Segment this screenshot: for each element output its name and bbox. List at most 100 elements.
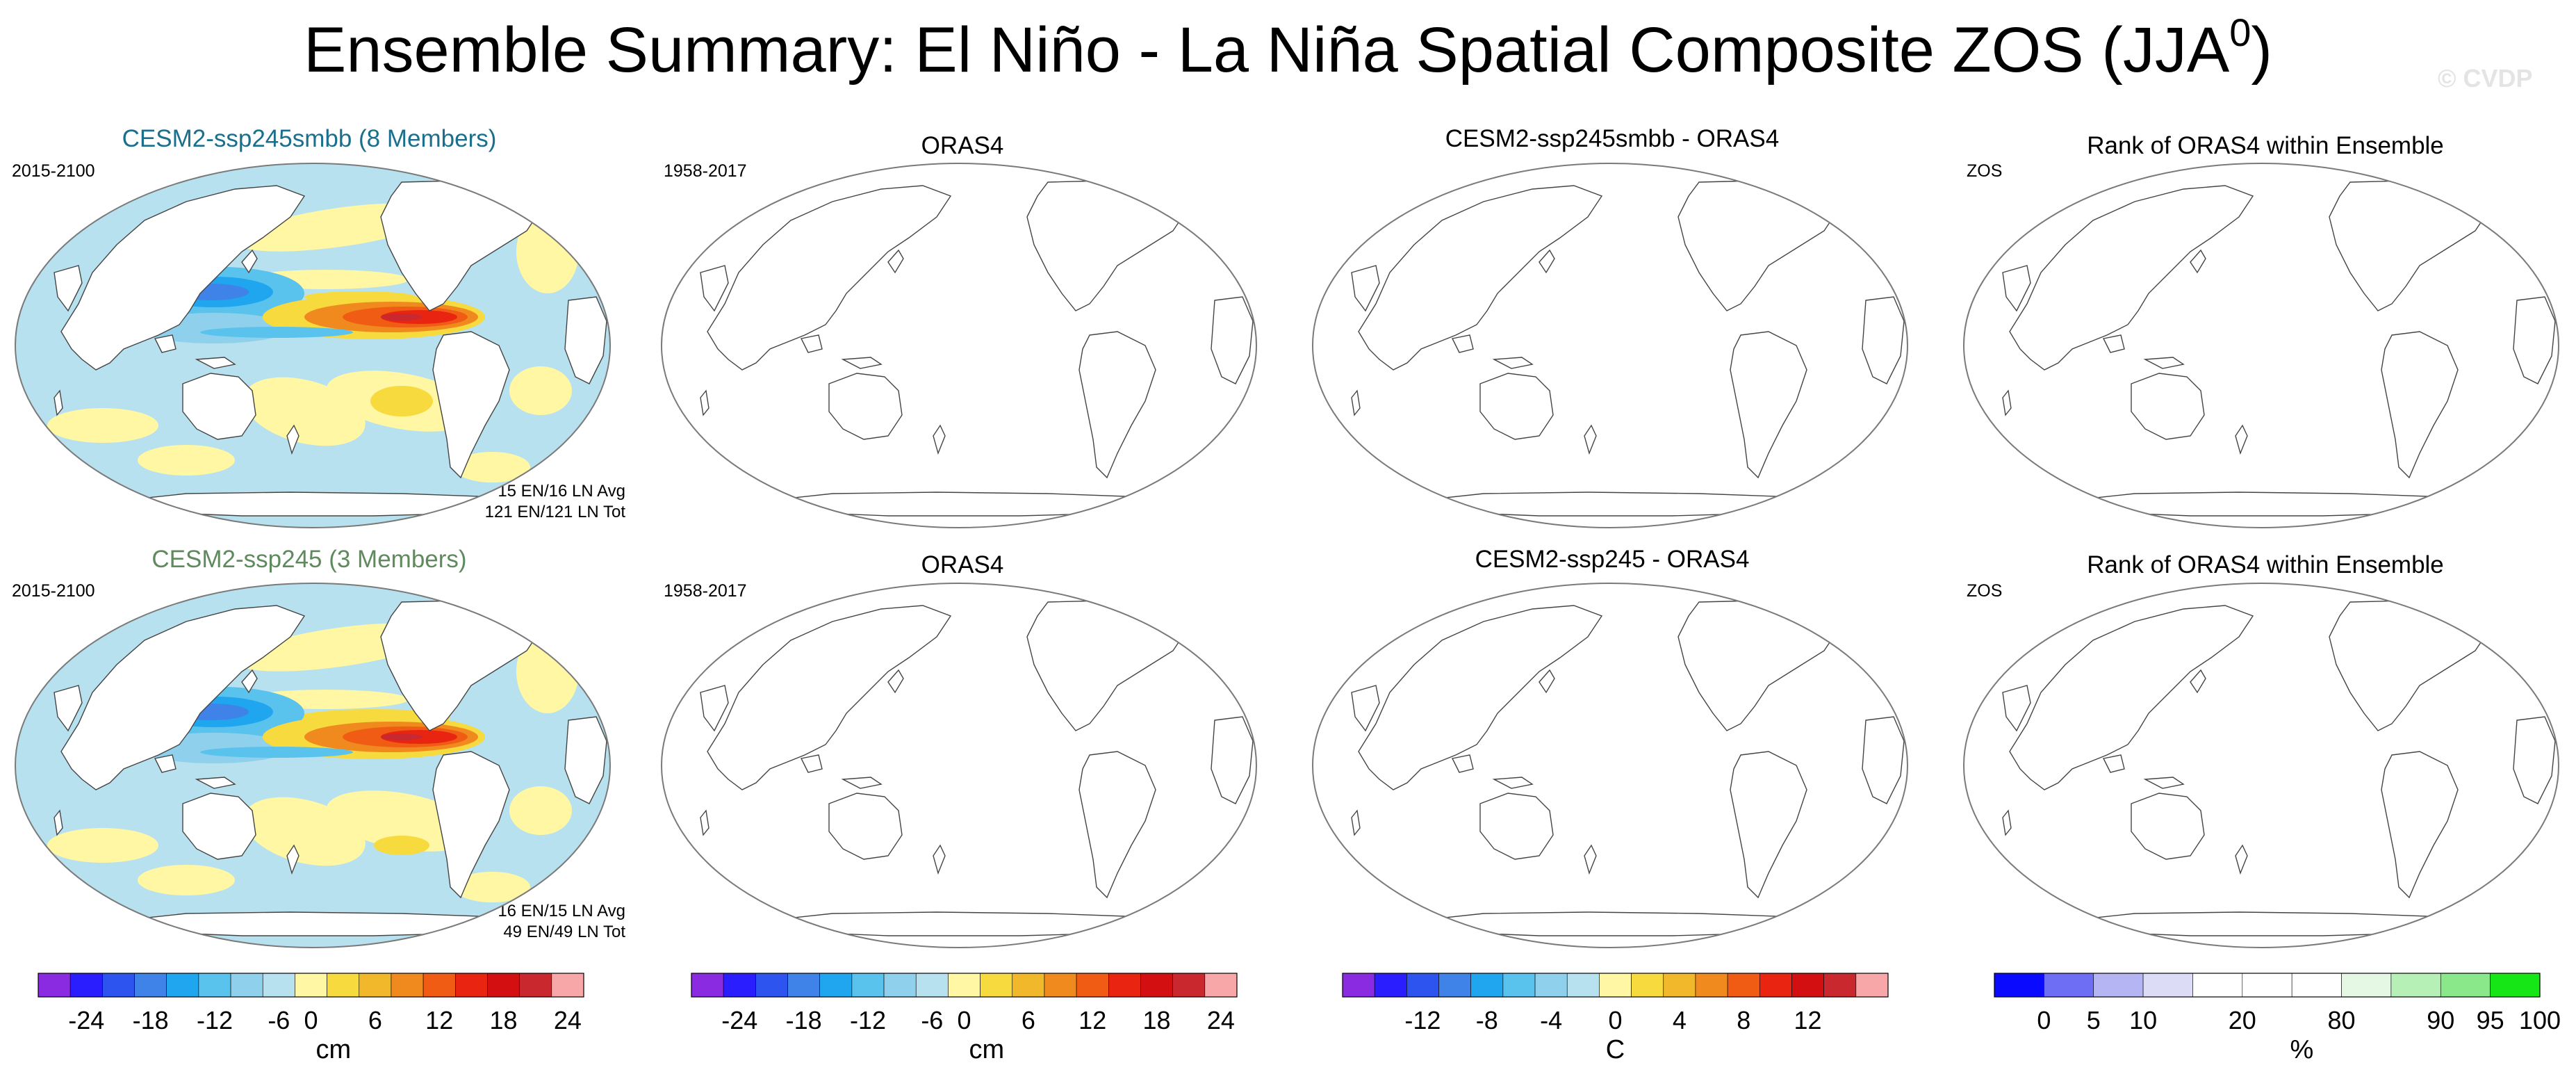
land-africa [1211, 296, 1254, 384]
land-borneo [800, 754, 823, 773]
colorbar-tick-label: -6 [921, 1006, 943, 1034]
panel-title-r0-c1: ORAS4 [921, 132, 1004, 159]
land-greenland [1795, 594, 1849, 622]
land-australia [1479, 373, 1554, 440]
colorbar-frame [38, 973, 584, 998]
colorbar-tick-label: 6 [368, 1006, 382, 1034]
land-nz [2235, 844, 2248, 875]
land-southAmerica [2381, 331, 2459, 479]
colorbar-tick-label: -12 [197, 1006, 233, 1034]
colorbar-tick-label: -24 [721, 1006, 757, 1034]
land-asia [2009, 185, 2254, 371]
land-newGuinea [195, 357, 236, 369]
figure-title: Ensemble Summary: El Niño - La Niña Spat… [0, 10, 2576, 87]
colorbar-tick-label: 24 [1207, 1006, 1235, 1034]
land-greenland [1144, 594, 1198, 622]
colorbar-tick-label: 0 [304, 1006, 318, 1034]
land-borneo [1451, 334, 1474, 353]
colorbar-swatch [2440, 973, 2491, 998]
land-japan [1539, 669, 1555, 694]
land-africa [1862, 296, 1905, 384]
map-border [1963, 163, 2559, 528]
land-northAmerica [1026, 180, 1188, 311]
positive-anomaly-region [374, 836, 429, 855]
colorbar-swatch [1012, 973, 1045, 998]
land-southAmerica [2381, 751, 2459, 899]
map-panel-r1-c2 [1312, 583, 1908, 948]
map-content [700, 174, 1254, 517]
positive-anomaly-region [370, 386, 433, 416]
map-panel-r1-c3 [1963, 583, 2559, 948]
colorbar-tick-label: -12 [1404, 1006, 1441, 1034]
colorbar-swatch [1823, 973, 1857, 998]
land-newGuinea [841, 357, 883, 369]
colorbar-swatch [851, 973, 885, 998]
colorbar-tick-label: 95 [2477, 1006, 2504, 1034]
el-nino-warm-tongue [381, 314, 423, 320]
land-madagascar [2002, 389, 2012, 416]
positive-anomaly-region [454, 872, 530, 902]
land-australia [828, 793, 903, 860]
land-nz [1584, 424, 1597, 455]
colorbar-swatch [1470, 973, 1504, 998]
land-madagascar [700, 389, 709, 416]
map-border [1312, 163, 1908, 528]
land-madagascar [700, 809, 709, 836]
positive-anomaly-region [509, 786, 572, 835]
map-panel-r0-c0 [15, 163, 611, 528]
colorbar-swatch [787, 973, 821, 998]
panel-title-r1-c3: Rank of ORAS4 within Ensemble [2087, 551, 2444, 578]
colorbar-swatch [1406, 973, 1439, 998]
positive-anomaly-region [138, 445, 235, 476]
land-japan [887, 249, 904, 274]
map-content [2002, 594, 2556, 936]
colorbar-swatch [1566, 973, 1600, 998]
panel-variable-r1-c3: ZOS [1967, 581, 2003, 601]
negative-anomaly-region [200, 747, 353, 758]
colorbar-swatch [1534, 973, 1568, 998]
land-australia [828, 373, 903, 440]
colorbar-swatch [1076, 973, 1109, 998]
map-panel-r1-c1 [661, 583, 1257, 948]
land-northAmerica [2329, 180, 2490, 311]
land-india [700, 265, 729, 312]
land-northAmerica [1677, 180, 1839, 311]
map-panel-r0-c3 [1963, 163, 2559, 528]
figure-title-superscript: 0 [2229, 10, 2251, 54]
colorbar-unit-label: C [1606, 1035, 1625, 1064]
panel-stats-tot: 121 EN/121 LN Tot [484, 503, 625, 521]
colorbar-swatch [1108, 973, 1141, 998]
colorbar-tick-label: 12 [425, 1006, 453, 1034]
colorbar-tick-label: 20 [2229, 1006, 2256, 1034]
colorbar-swatch [327, 973, 360, 998]
colorbar-swatch [2341, 973, 2392, 998]
colorbar-unit-label: cm [315, 1035, 351, 1064]
colorbar-swatch [1172, 973, 1206, 998]
land-asia [2009, 605, 2254, 790]
map-panel-r0-c1 [661, 163, 1257, 528]
colorbar-tick-label: 10 [2129, 1006, 2157, 1034]
colorbar-swatch [391, 973, 424, 998]
land-northAmerica [1677, 600, 1839, 731]
land-madagascar [54, 809, 63, 836]
land-africa [564, 716, 607, 804]
land-asia [60, 185, 306, 371]
land-asia [707, 605, 952, 790]
colorbar-swatch [1438, 973, 1472, 998]
land-japan [1539, 249, 1555, 274]
map-border [15, 583, 611, 948]
colorbar-swatch [1631, 973, 1664, 998]
colorbar-tick-label: -6 [268, 1006, 290, 1034]
colorbar-tick-label: 0 [1608, 1006, 1622, 1034]
colorbar-swatch [2093, 973, 2144, 998]
land-asia [1358, 605, 1603, 790]
figure-title-close: ) [2251, 15, 2273, 86]
map-border [15, 163, 611, 528]
land-australia [2131, 373, 2205, 440]
positive-anomaly-region [454, 452, 530, 482]
colorbar-tick-label: 0 [957, 1006, 971, 1034]
land-africa [564, 296, 607, 384]
colorbar-swatch [1374, 973, 1407, 998]
colorbar-swatch [1044, 973, 1077, 998]
land-borneo [154, 754, 177, 773]
